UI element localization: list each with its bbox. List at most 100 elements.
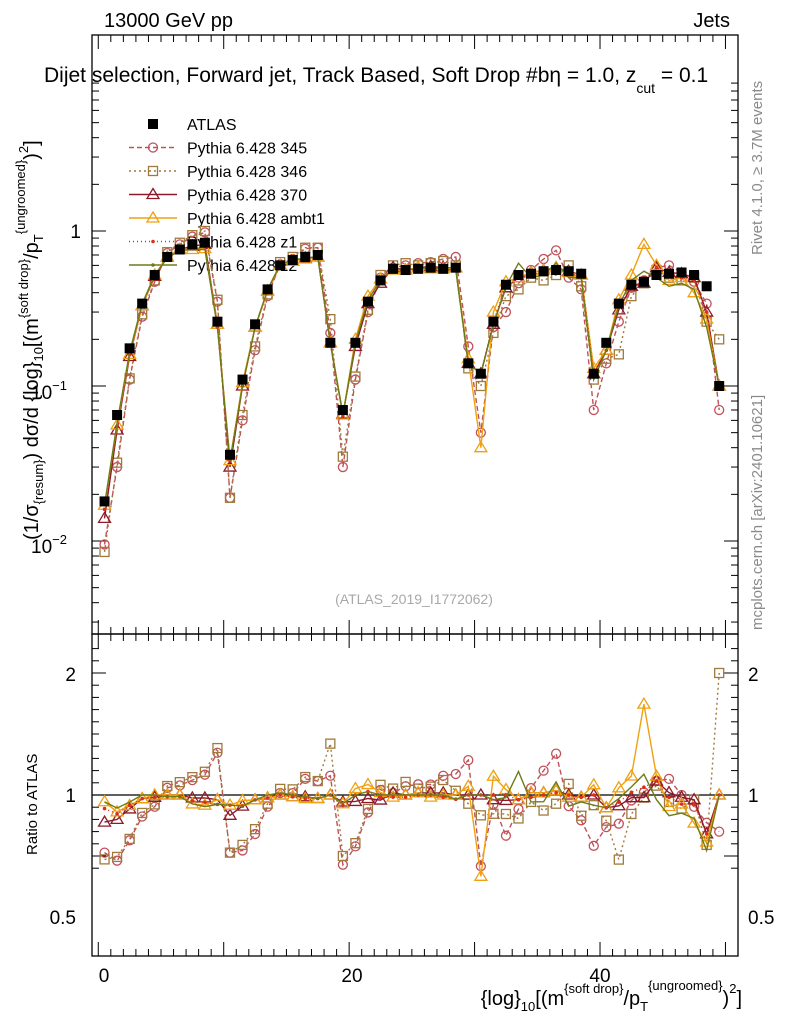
ratio-point-pythia-6-428-345 bbox=[663, 773, 675, 785]
point-pythia-6-428-ambt1 bbox=[486, 304, 501, 317]
point-atlas bbox=[714, 381, 725, 391]
ratio-point-pythia-6-428-346 bbox=[513, 813, 524, 824]
point-pythia-6-428-ambt1 bbox=[624, 267, 639, 280]
ratio-point-pythia-6-428-345 bbox=[500, 830, 512, 841]
ratio-point-pythia-6-428-345 bbox=[714, 826, 725, 837]
x-tick-label-20: 20 bbox=[341, 966, 362, 987]
point-atlas bbox=[275, 260, 286, 271]
ratio-point-pythia-6-428-345 bbox=[538, 765, 549, 776]
ratio-point-pythia-6-428-370 bbox=[222, 808, 238, 820]
legend-label: Pythia 6.428 z2 bbox=[187, 258, 297, 275]
ratio-point-pythia-6-428-346 bbox=[362, 803, 374, 815]
ratio-point-pythia-6-428-345 bbox=[463, 754, 474, 766]
ratio-point-pythia-6-428-346 bbox=[613, 854, 624, 865]
point-pythia-6-428-346 bbox=[513, 284, 524, 295]
ratio-tick-right-05: 0.5 bbox=[748, 908, 774, 929]
point-pythia-6-428-346 bbox=[613, 349, 624, 360]
point-pythia-6-428-345 bbox=[588, 404, 599, 416]
point-pythia-6-428-346 bbox=[99, 546, 110, 558]
ratio-point-pythia-6-428-ambt1 bbox=[222, 797, 238, 810]
ratio-point-pythia-6-428-z1 bbox=[152, 795, 157, 800]
point-atlas bbox=[162, 251, 173, 262]
ratio-point-pythia-6-428-346 bbox=[99, 854, 110, 865]
point-atlas bbox=[199, 237, 210, 248]
legend-entry-pythia-6-428-z1: Pythia 6.428 z1 bbox=[129, 235, 297, 252]
y-tick-label-1e-2-exp: −2 bbox=[52, 532, 67, 547]
ratio-point-pythia-6-428-ambt1 bbox=[436, 787, 451, 800]
point-atlas bbox=[689, 270, 700, 281]
ratio-point-pythia-6-428-346 bbox=[550, 798, 562, 809]
point-pythia-6-428-ambt1 bbox=[636, 237, 652, 250]
plot-title-end: = 0.1 bbox=[655, 64, 708, 87]
ratio-point-pythia-6-428-346 bbox=[224, 847, 236, 858]
point-pythia-6-428-346 bbox=[325, 313, 336, 325]
ratio-point-pythia-6-428-ambt1 bbox=[636, 696, 652, 709]
ratio-point-pythia-6-428-ambt1 bbox=[160, 787, 175, 800]
svg-text:{log}10[(m{soft drop}/pT{ungro: {log}10[(m{soft drop}/pT{ungroomed})2] bbox=[481, 978, 742, 1014]
rivet-label: Rivet 4.1.0, ≥ 3.7M events bbox=[749, 81, 766, 255]
legend-marker bbox=[151, 239, 155, 244]
ratio-point-pythia-6-428-370 bbox=[561, 787, 576, 800]
ratio-point-pythia-6-428-z1 bbox=[140, 796, 144, 801]
point-pythia-6-428-370 bbox=[97, 511, 112, 523]
legend-label: Pythia 6.428 ambt1 bbox=[187, 211, 325, 228]
ratio-point-pythia-6-428-ambt1 bbox=[461, 779, 476, 791]
point-pythia-6-428-346 bbox=[199, 225, 211, 237]
ratio-point-pythia-6-428-346 bbox=[576, 810, 587, 821]
ratio-point-pythia-6-428-346 bbox=[174, 777, 185, 788]
ratio-axes-ticks bbox=[92, 620, 738, 956]
point-atlas bbox=[262, 284, 273, 295]
ratio-point-pythia-6-428-ambt1 bbox=[135, 791, 150, 804]
point-atlas bbox=[613, 298, 624, 309]
ratio-point-pythia-6-428-345 bbox=[613, 818, 624, 829]
ratio-point-pythia-6-428-ambt1 bbox=[97, 794, 112, 807]
ratio-plot-marks bbox=[97, 667, 727, 881]
ratio-point-pythia-6-428-ambt1 bbox=[686, 815, 702, 828]
category-label: Jets bbox=[693, 10, 730, 32]
legend-entry-pythia-6-428-z2: Pythia 6.428 z2 bbox=[129, 258, 297, 275]
ratio-point-pythia-6-428-z1 bbox=[566, 793, 571, 797]
ratio-point-pythia-6-428-ambt1 bbox=[197, 797, 213, 810]
ratio-point-pythia-6-428-346 bbox=[124, 833, 135, 845]
ratio-point-pythia-6-428-z1 bbox=[203, 800, 207, 805]
ratio-point-pythia-6-428-z1 bbox=[391, 795, 395, 799]
ratio-point-pythia-6-428-ambt1 bbox=[172, 787, 187, 800]
point-pythia-6-428-346 bbox=[475, 380, 487, 392]
ratio-point-pythia-6-428-346 bbox=[249, 824, 261, 835]
point-atlas bbox=[651, 270, 662, 281]
ratio-point-pythia-6-428-z1 bbox=[102, 806, 107, 811]
legend-marker bbox=[151, 263, 155, 267]
legend-entry-atlas: ATLAS bbox=[148, 117, 237, 134]
ratio-point-pythia-6-428-346 bbox=[500, 808, 512, 820]
ratio-point-pythia-6-428-345 bbox=[111, 855, 123, 866]
point-pythia-6-428-z1 bbox=[654, 265, 659, 270]
point-atlas bbox=[538, 266, 549, 277]
y-tick-label-1e-1: 10−1 bbox=[31, 378, 67, 404]
point-atlas bbox=[676, 267, 687, 278]
ratio-point-pythia-6-428-345 bbox=[588, 840, 599, 851]
ratio-point-pythia-6-428-346 bbox=[400, 776, 411, 788]
ratio-point-pythia-6-428-z1 bbox=[127, 803, 132, 808]
point-atlas bbox=[701, 281, 712, 292]
point-atlas bbox=[149, 270, 160, 281]
ratio-line-pythia-6-428-z1 bbox=[104, 780, 720, 836]
point-atlas bbox=[563, 266, 574, 277]
legend-entry-pythia-6-428-345: Pythia 6.428 345 bbox=[129, 141, 307, 158]
ratio-point-pythia-6-428-370 bbox=[360, 791, 376, 804]
ratio-point-pythia-6-428-370 bbox=[473, 787, 489, 800]
ratio-point-pythia-6-428-ambt1 bbox=[674, 796, 689, 809]
ratio-point-pythia-6-428-346 bbox=[588, 800, 599, 811]
svg-text:(1/σ{resum}) dσ/d {log}10[(m{s: (1/σ{resum}) dσ/d {log}10[(m{soft drop}/… bbox=[13, 140, 46, 540]
point-pythia-6-428-346 bbox=[337, 451, 349, 462]
ratio-point-pythia-6-428-ambt1 bbox=[511, 792, 526, 805]
point-atlas bbox=[438, 263, 449, 274]
ratio-point-pythia-6-428-ambt1 bbox=[323, 787, 338, 800]
analysis-id: (ATLAS_2019_I1772062) bbox=[335, 591, 493, 607]
point-pythia-6-428-370 bbox=[222, 459, 238, 472]
point-pythia-6-428-345 bbox=[475, 427, 487, 438]
point-atlas bbox=[174, 244, 185, 255]
ratio-point-pythia-6-428-z1 bbox=[303, 796, 308, 801]
point-atlas bbox=[99, 496, 110, 507]
ratio-point-pythia-6-428-z1 bbox=[516, 797, 521, 802]
